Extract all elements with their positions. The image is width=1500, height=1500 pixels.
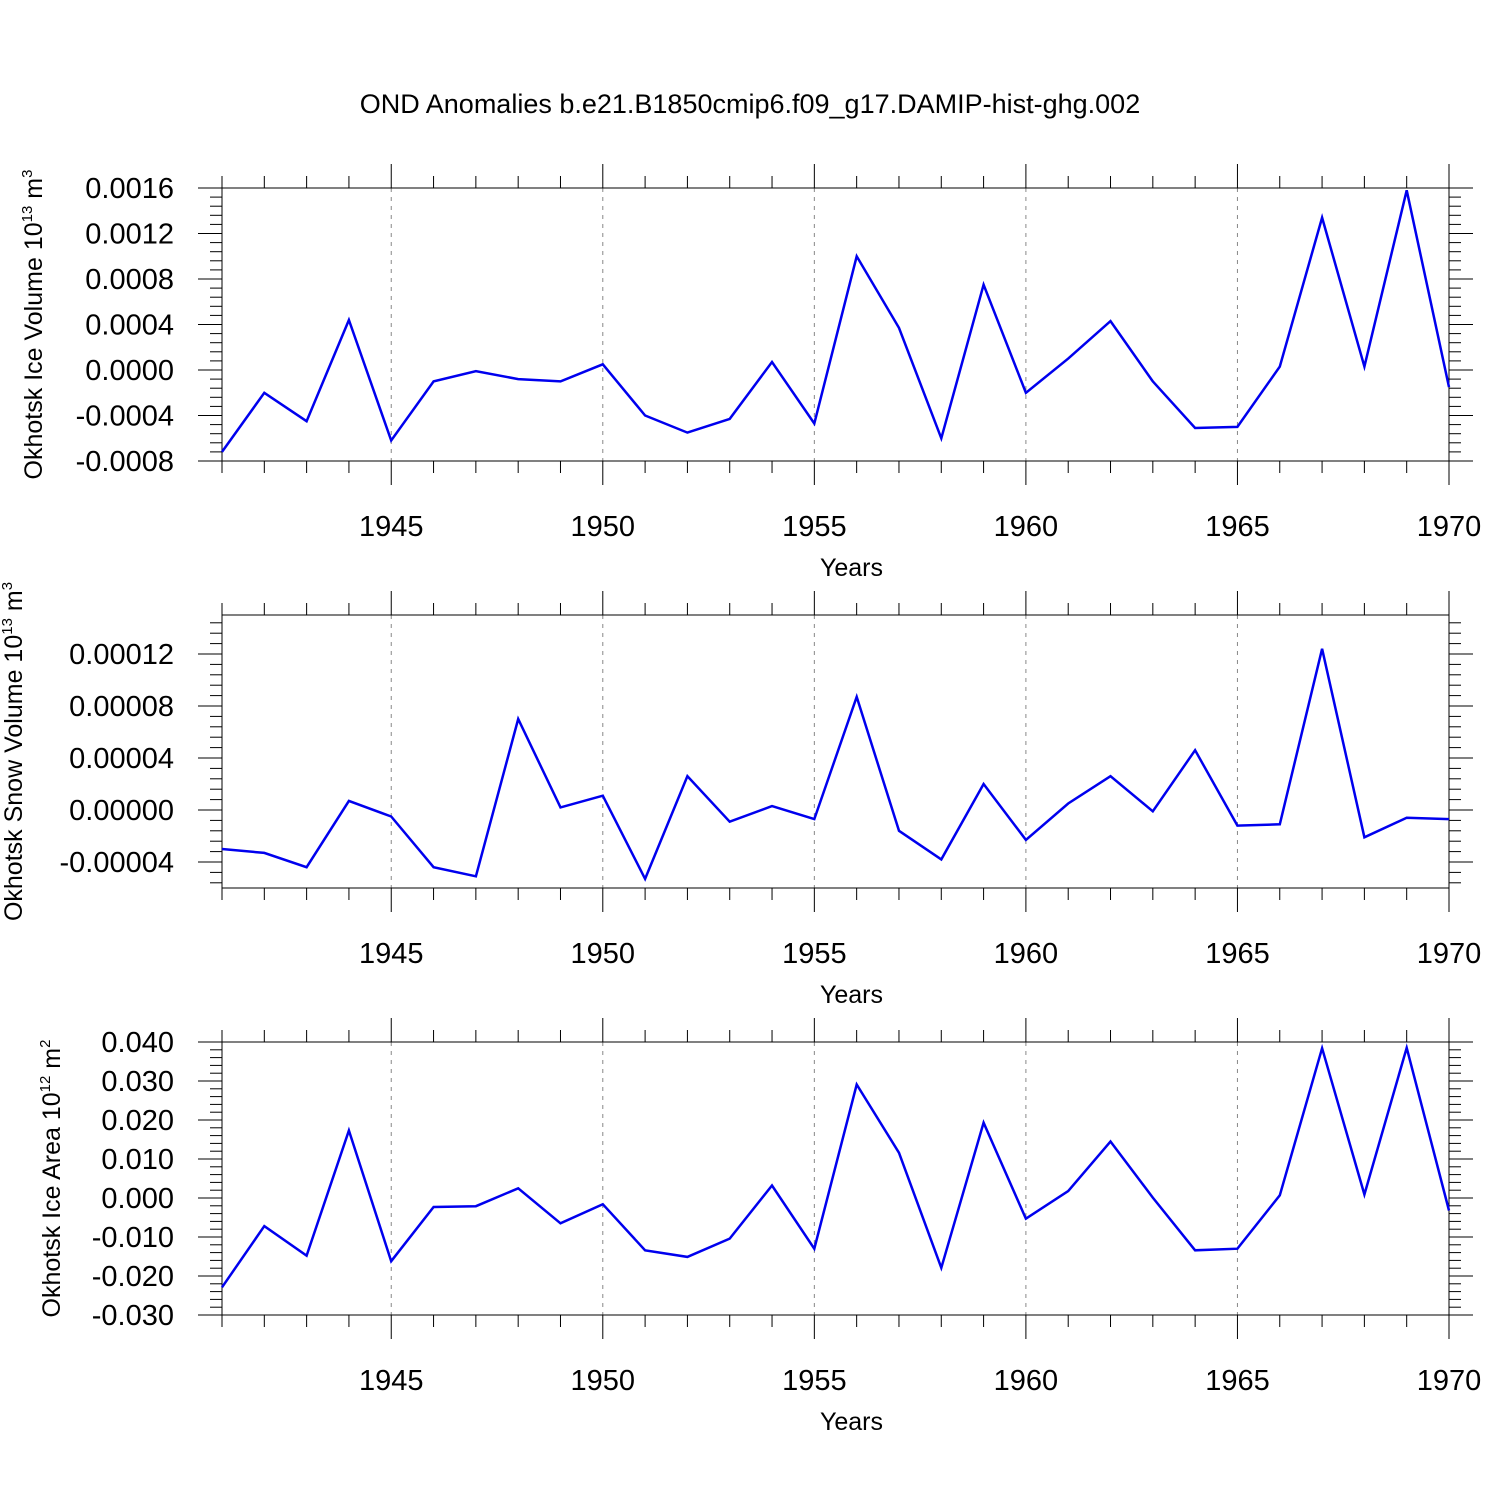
x-tick-label: 1950 [571,938,636,970]
x-tick-label: 1950 [571,511,636,543]
y-tick-label: 0.030 [101,1066,174,1098]
x-tick-label: 1960 [994,938,1059,970]
x-axis-label: Years [820,554,883,582]
y-tick-label: -0.030 [92,1300,174,1332]
x-tick-label: 1960 [994,511,1059,543]
x-tick-label: 1955 [782,1365,847,1397]
y-tick-label: -0.0004 [76,401,174,433]
x-tick-label: 1955 [782,938,847,970]
y-tick-label: 0.00000 [69,795,174,827]
data-series-line [220,1043,1451,1289]
x-axis-label: Years [820,1408,883,1436]
x-tick-label: 1965 [1205,511,1270,543]
y-tick-label: 0.0000 [85,355,174,387]
x-tick-label: 1955 [782,511,847,543]
y-tick-label: -0.00004 [60,847,175,879]
y-tick-label: 0.020 [101,1105,174,1137]
y-tick-label: 0.0008 [85,264,174,296]
y-tick-label: 0.00008 [69,691,174,723]
data-series-line [221,648,1450,882]
y-axis-label: Okhotsk Snow Volume 1013 m3 [0,582,28,921]
x-tick-label: 1960 [994,1365,1059,1397]
chart-panel-2: -0.00004 0.00000 0.00004 0.00008 0.00012 1945… [0,582,1481,1009]
y-tick-label: 0.00004 [69,743,174,775]
chart-panel-1: -0.0008 -0.0004 0.0000 0.0004 0.0008 0.0012 0.… [19,164,1481,582]
x-tick-label: 1970 [1417,1365,1482,1397]
y-tick-label: 0.040 [101,1027,174,1059]
y-tick-label: 0.0016 [85,173,174,205]
y-tick-label: -0.020 [92,1261,174,1293]
y-axis-label: Okhotsk Ice Area 1012 m2 [37,1040,66,1318]
y-tick-label: -0.010 [92,1222,174,1254]
y-tick-label: 0.0012 [85,219,174,251]
x-tick-label: 1945 [359,1365,424,1397]
y-tick-label: -0.0008 [76,446,174,478]
x-tick-label: 1970 [1417,938,1482,970]
y-tick-label: 0.000 [101,1183,174,1215]
x-tick-label: 1950 [571,1365,636,1397]
plot-frame [221,614,1450,889]
x-tick-label: 1965 [1205,1365,1270,1397]
y-tick-label: 0.010 [101,1144,174,1176]
x-tick-label: 1945 [359,938,424,970]
x-axis-label: Years [820,981,883,1009]
y-axis-label: Okhotsk Ice Volume 1013 m3 [19,170,48,480]
x-tick-label: 1965 [1205,938,1270,970]
x-tick-label: 1970 [1417,511,1482,543]
x-tick-label: 1945 [359,511,424,543]
chart-panel-3: -0.030 -0.020 -0.010 0.000 0.010 0.020 0.030 0.… [37,1018,1481,1436]
plot-frame [221,1041,1450,1316]
y-tick-label: 0.00012 [69,639,174,671]
data-series-line [220,190,1451,453]
y-tick-label: 0.0004 [85,310,174,342]
chart-title: OND Anomalies b.e21.B1850cmip6.f09_g17.D… [360,89,1140,119]
